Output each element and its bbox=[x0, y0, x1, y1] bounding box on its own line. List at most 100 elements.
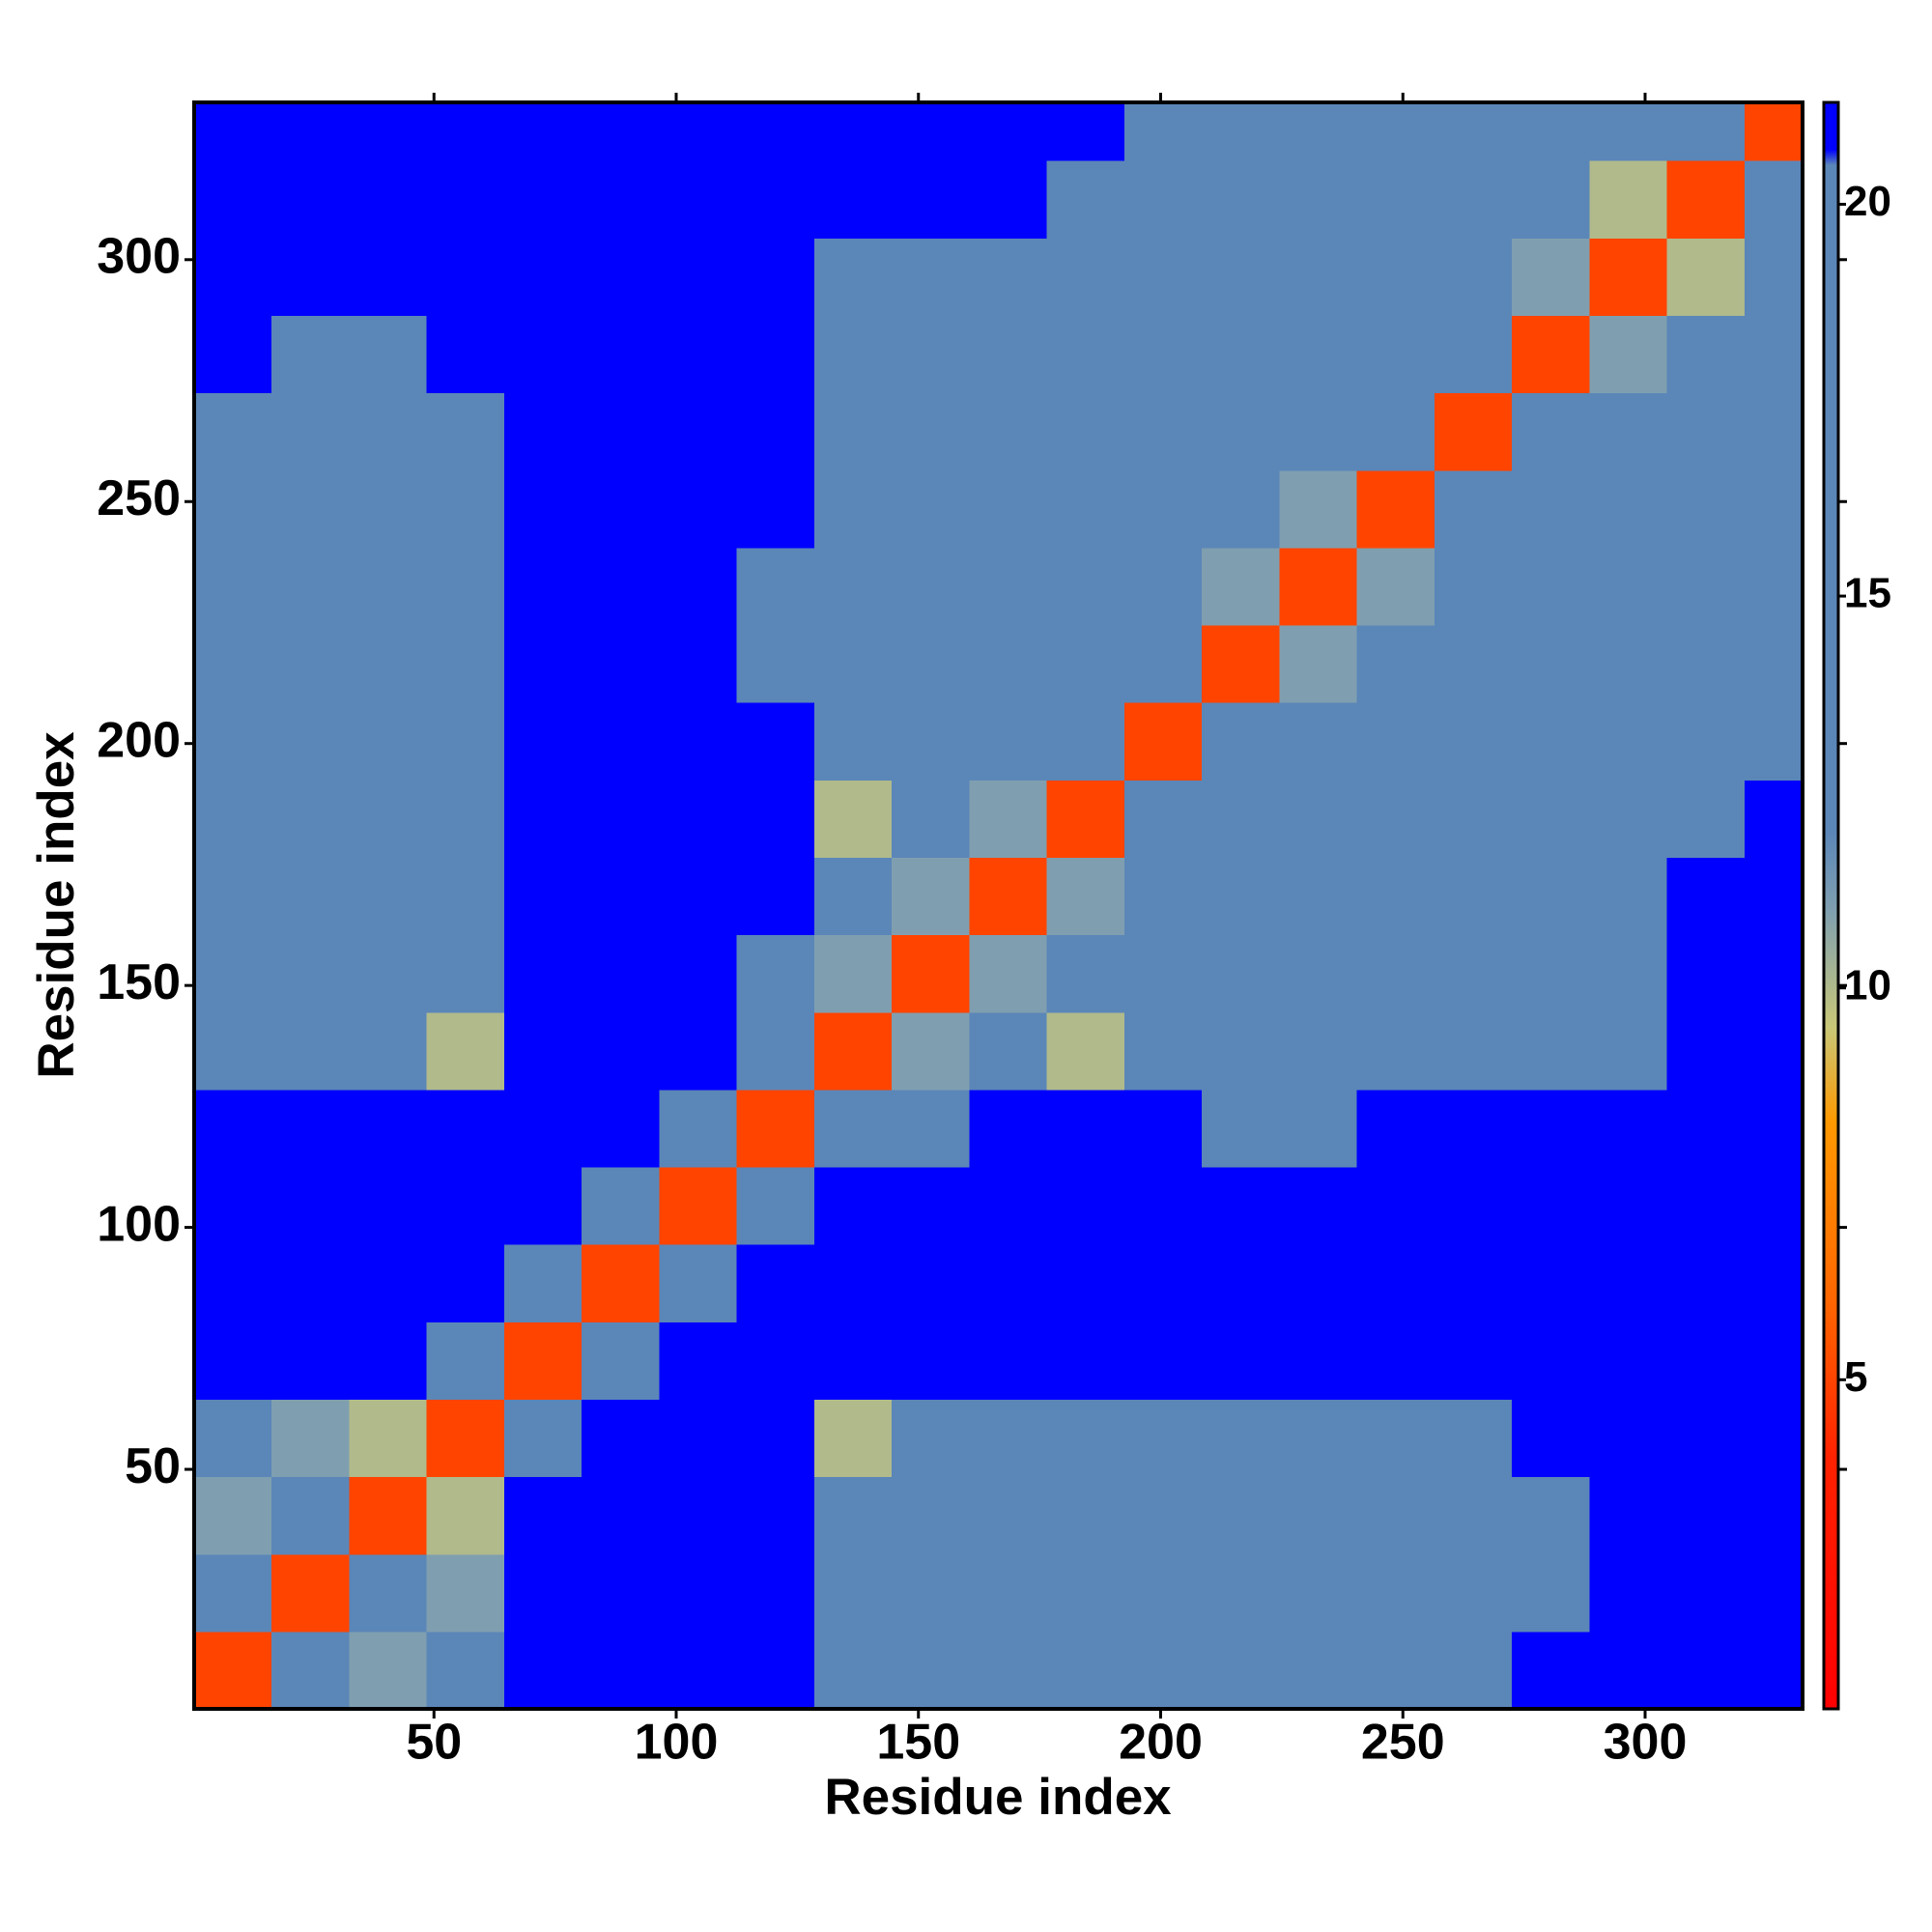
heatmap-cell bbox=[1434, 392, 1513, 471]
heatmap-cell bbox=[1589, 1011, 1668, 1091]
heatmap-cell bbox=[1356, 392, 1435, 471]
heatmap-cell bbox=[1666, 1476, 1746, 1555]
heatmap-cell bbox=[736, 160, 815, 239]
heatmap-cell bbox=[813, 102, 893, 161]
heatmap-cell bbox=[194, 160, 272, 239]
heatmap-cell bbox=[1512, 238, 1590, 316]
heatmap-cell bbox=[1356, 547, 1435, 626]
heatmap-cell bbox=[1356, 1321, 1435, 1401]
heatmap-cell bbox=[1123, 857, 1203, 936]
heatmap-cell bbox=[1434, 547, 1513, 626]
heatmap-cell bbox=[1666, 1399, 1746, 1478]
heatmap-cell bbox=[1202, 934, 1280, 1013]
heatmap-cell bbox=[1434, 1399, 1513, 1478]
heatmap-cell bbox=[503, 547, 582, 626]
heatmap-cell bbox=[1512, 780, 1590, 859]
heatmap-cell bbox=[1589, 238, 1668, 316]
heatmap-cell bbox=[1202, 469, 1280, 549]
heatmap-cell bbox=[194, 780, 272, 859]
heatmap-cell bbox=[1434, 1166, 1513, 1245]
heatmap-cell bbox=[1279, 1166, 1358, 1245]
heatmap-cell bbox=[1666, 1011, 1746, 1091]
heatmap-cell bbox=[659, 934, 738, 1013]
heatmap-cell bbox=[194, 1476, 272, 1555]
heatmap-cell bbox=[969, 392, 1048, 471]
heatmap-cell bbox=[1666, 1089, 1746, 1168]
heatmap-cell bbox=[1744, 1244, 1804, 1322]
heatmap-cell bbox=[659, 780, 738, 859]
heatmap-cell bbox=[659, 102, 738, 161]
heatmap-cell bbox=[659, 547, 738, 626]
heatmap-cell bbox=[892, 1399, 971, 1478]
y-tick-label: 150 bbox=[97, 954, 181, 1010]
heatmap-cell bbox=[1279, 1011, 1358, 1091]
heatmap-cell bbox=[736, 392, 815, 471]
heatmap-cell bbox=[1512, 1399, 1590, 1478]
heatmap-cell bbox=[1046, 780, 1125, 859]
heatmap-cell bbox=[1202, 857, 1280, 936]
heatmap-cell bbox=[1046, 1089, 1125, 1168]
heatmap-cell bbox=[1046, 160, 1125, 239]
heatmap-cell bbox=[813, 1631, 893, 1710]
heatmap-cell bbox=[1046, 392, 1125, 471]
heatmap-cell bbox=[1744, 1011, 1804, 1091]
heatmap-cell bbox=[1434, 624, 1513, 703]
heatmap-cell bbox=[659, 1476, 738, 1555]
heatmap-cell bbox=[1356, 1244, 1435, 1322]
heatmap-cell bbox=[892, 392, 971, 471]
heatmap-cell bbox=[736, 1476, 815, 1555]
heatmap-cell bbox=[1589, 1399, 1668, 1478]
heatmap-cell bbox=[969, 315, 1048, 394]
heatmap-cell bbox=[271, 857, 351, 936]
heatmap-cell bbox=[813, 469, 893, 549]
heatmap-cell bbox=[969, 238, 1048, 316]
heatmap-cell bbox=[582, 1321, 661, 1401]
heatmap-cell bbox=[1666, 392, 1746, 471]
heatmap-cell bbox=[1279, 160, 1358, 239]
x-tick-label: 200 bbox=[1119, 1715, 1203, 1771]
heatmap-cell bbox=[1046, 1321, 1125, 1401]
heatmap-cell bbox=[813, 160, 893, 239]
heatmap-cell bbox=[1356, 1089, 1435, 1168]
heatmap-cell bbox=[1356, 1631, 1435, 1710]
heatmap-cell bbox=[1512, 1553, 1590, 1633]
heatmap-cell bbox=[736, 1089, 815, 1168]
heatmap-cell bbox=[969, 1631, 1048, 1710]
heatmap-cell bbox=[813, 1321, 893, 1401]
heatmap-cell bbox=[582, 469, 661, 549]
heatmap-cell bbox=[582, 160, 661, 239]
heatmap-cell bbox=[969, 102, 1048, 161]
heatmap-cell bbox=[736, 1244, 815, 1322]
heatmap-cell bbox=[736, 702, 815, 781]
heatmap-cell bbox=[1279, 1244, 1358, 1322]
heatmap-cell bbox=[1666, 1244, 1746, 1322]
heatmap-cell bbox=[1434, 102, 1513, 161]
heatmap-cell bbox=[659, 1244, 738, 1322]
heatmap-cell bbox=[1512, 102, 1590, 161]
heatmap-cell bbox=[582, 780, 661, 859]
heatmap-cell bbox=[1356, 1553, 1435, 1633]
heatmap-cell bbox=[1356, 1399, 1435, 1478]
heatmap-cell bbox=[503, 102, 582, 161]
heatmap-cell bbox=[1434, 857, 1513, 936]
heatmap-cell bbox=[892, 624, 971, 703]
heatmap-cell bbox=[1666, 238, 1746, 316]
heatmap-cell bbox=[194, 315, 272, 394]
heatmap-cell bbox=[892, 238, 971, 316]
heatmap-cell bbox=[271, 392, 351, 471]
heatmap-cell bbox=[813, 702, 893, 781]
heatmap-cell bbox=[1123, 702, 1203, 781]
heatmap-cell bbox=[892, 702, 971, 781]
heatmap-cell bbox=[1356, 1166, 1435, 1245]
heatmap-cell bbox=[426, 1631, 505, 1710]
heatmap-cell bbox=[1744, 160, 1804, 239]
heatmap-cell bbox=[426, 934, 505, 1013]
heatmap-cell bbox=[271, 1399, 351, 1478]
heatmap-cell bbox=[271, 1476, 351, 1555]
heatmap-cell bbox=[1202, 1553, 1280, 1633]
heatmap-cell bbox=[1123, 469, 1203, 549]
heatmap-cell bbox=[503, 1011, 582, 1091]
heatmap-cell bbox=[1744, 1476, 1804, 1555]
heatmap-cell bbox=[1434, 315, 1513, 394]
heatmap-cell bbox=[892, 547, 971, 626]
